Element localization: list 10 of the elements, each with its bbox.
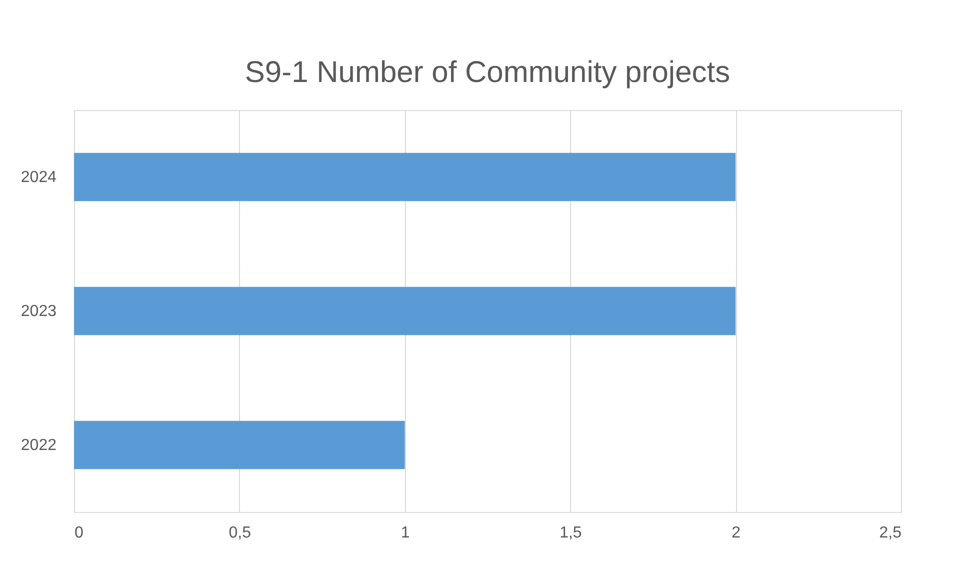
y-tick-label: 2022 [20, 437, 57, 454]
x-tick-label: 2 [732, 524, 741, 542]
x-tick-label: 1,5 [560, 524, 582, 542]
x-tick-label: 2,5 [879, 524, 902, 542]
y-tick-label: 2023 [20, 303, 57, 320]
y-tick-label: 2024 [20, 169, 57, 186]
x-tick-label: 0 [74, 524, 84, 542]
chart-title: S9-1 Number of Community projects [244, 56, 730, 89]
x-tick-label: 1 [400, 524, 410, 542]
x-tick-label: 0,5 [228, 524, 252, 542]
